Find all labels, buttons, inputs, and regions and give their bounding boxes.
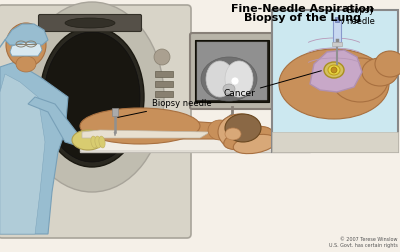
Ellipse shape <box>95 136 101 148</box>
Ellipse shape <box>44 32 140 162</box>
Ellipse shape <box>218 114 262 150</box>
Bar <box>155 81 173 87</box>
Bar <box>272 132 398 152</box>
FancyBboxPatch shape <box>190 33 274 109</box>
Ellipse shape <box>224 126 272 150</box>
Ellipse shape <box>362 58 398 86</box>
Polygon shape <box>28 97 88 147</box>
Ellipse shape <box>332 58 388 102</box>
Polygon shape <box>114 132 116 136</box>
Ellipse shape <box>16 56 36 72</box>
Polygon shape <box>82 117 240 139</box>
Ellipse shape <box>208 120 232 140</box>
Ellipse shape <box>223 84 235 94</box>
Text: © 2007 Terese Winslow
U.S. Govt. has certain rights: © 2007 Terese Winslow U.S. Govt. has cer… <box>329 237 398 248</box>
Ellipse shape <box>279 49 389 119</box>
Ellipse shape <box>80 108 200 144</box>
Ellipse shape <box>40 27 144 167</box>
Text: Biopsy of the Lung: Biopsy of the Lung <box>244 13 360 23</box>
FancyBboxPatch shape <box>38 15 142 32</box>
Polygon shape <box>0 74 45 234</box>
Polygon shape <box>310 50 362 92</box>
Ellipse shape <box>222 132 278 152</box>
Bar <box>272 10 398 152</box>
Ellipse shape <box>20 2 164 192</box>
Text: Biopsy
needle: Biopsy needle <box>346 6 375 26</box>
Bar <box>80 138 310 150</box>
Polygon shape <box>82 130 210 138</box>
Ellipse shape <box>65 18 115 28</box>
Ellipse shape <box>99 136 105 148</box>
Text: Fine-Needle Aspiration: Fine-Needle Aspiration <box>230 4 374 14</box>
Ellipse shape <box>6 23 46 67</box>
Ellipse shape <box>154 49 170 65</box>
Ellipse shape <box>331 67 337 73</box>
FancyBboxPatch shape <box>0 5 191 238</box>
Bar <box>195 40 269 102</box>
Text: Biopsy needle: Biopsy needle <box>118 100 212 117</box>
Ellipse shape <box>225 61 253 97</box>
Bar <box>333 20 341 42</box>
Bar <box>112 108 118 116</box>
Polygon shape <box>0 62 68 234</box>
Bar <box>80 136 310 152</box>
Ellipse shape <box>231 77 239 85</box>
Ellipse shape <box>206 61 234 97</box>
Ellipse shape <box>324 62 344 78</box>
Bar <box>197 42 267 100</box>
Ellipse shape <box>375 51 400 77</box>
Bar <box>332 42 342 46</box>
Ellipse shape <box>233 134 277 154</box>
Ellipse shape <box>72 130 104 150</box>
Bar <box>335 17 339 22</box>
Ellipse shape <box>225 128 241 140</box>
Text: Cancer: Cancer <box>223 71 321 99</box>
Ellipse shape <box>328 65 340 75</box>
Polygon shape <box>10 42 42 56</box>
Bar <box>155 91 173 97</box>
Ellipse shape <box>201 57 257 101</box>
Ellipse shape <box>91 136 97 148</box>
Polygon shape <box>5 24 48 45</box>
Bar <box>155 71 173 77</box>
Ellipse shape <box>225 114 261 142</box>
